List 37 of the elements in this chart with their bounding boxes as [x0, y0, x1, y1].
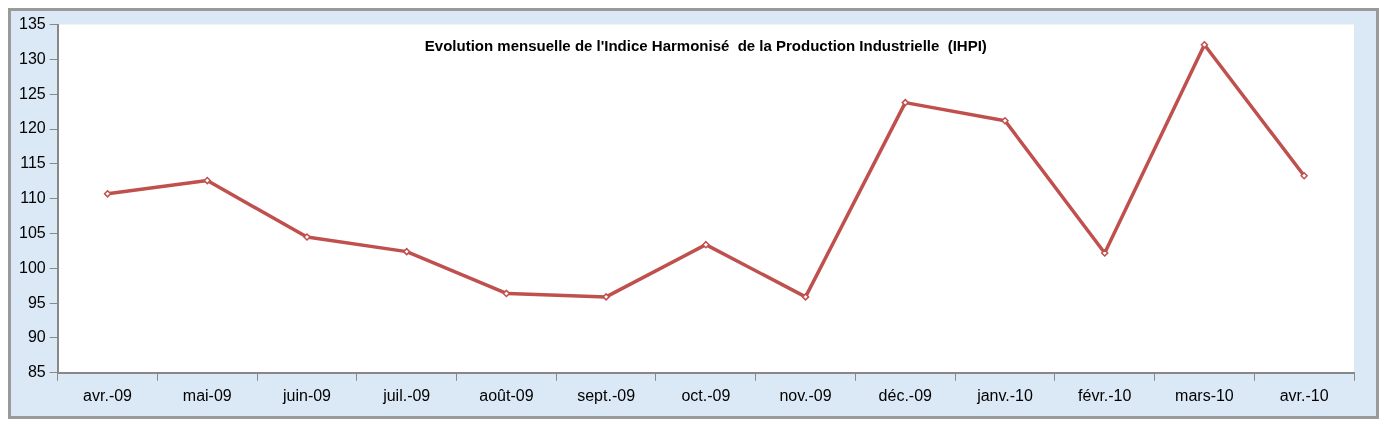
- point: [103, 190, 112, 198]
- point: [602, 293, 610, 301]
- point: [1001, 116, 1009, 125]
- y-tick-label: 90: [27, 328, 46, 346]
- x-tick-label: oct.-09: [681, 386, 731, 404]
- x-tick-label: janv.-10: [976, 386, 1033, 404]
- point: [1100, 249, 1109, 257]
- point: [203, 176, 212, 185]
- x-tick-label: juil.-09: [382, 386, 431, 404]
- x-tick-label: avr.-10: [1279, 386, 1329, 404]
- point: [402, 247, 411, 256]
- x-tick-label: août-09: [479, 386, 534, 404]
- x-tick-label: mai-09: [182, 386, 232, 404]
- x-tick-label: avr.-09: [83, 386, 133, 404]
- point: [901, 98, 910, 107]
- x-tick-label: nov.-09: [779, 386, 832, 404]
- point: [303, 233, 311, 241]
- x-tick-label: sept.-09: [577, 386, 636, 404]
- y-tick-label: 125: [18, 84, 46, 102]
- y-tick-label: 85: [27, 363, 46, 381]
- y-tick-label: 120: [18, 119, 46, 137]
- y-tick-label: 100: [18, 258, 46, 276]
- point: [801, 293, 810, 301]
- point: [1200, 41, 1209, 49]
- x-tick-label: févr.-10: [1078, 386, 1132, 404]
- y-tick-label: 115: [20, 154, 46, 172]
- x-tick-label: déc.-09: [878, 386, 933, 404]
- text: Evolution mensuelle de l'Indice Harmonisé de la Production Industrielle (IHPI): [424, 36, 987, 54]
- point: [702, 240, 710, 249]
- y-tick-label: 135: [18, 15, 46, 33]
- y-tick-label: 110: [20, 189, 46, 207]
- y-tick-label: 95: [27, 293, 46, 311]
- x-tick-label: juin-09: [281, 386, 332, 404]
- y-tick-label: 130: [18, 49, 46, 67]
- point: [1300, 171, 1308, 180]
- y-tick-label: 105: [18, 223, 46, 241]
- x-tick-label: mars-10: [1175, 386, 1234, 404]
